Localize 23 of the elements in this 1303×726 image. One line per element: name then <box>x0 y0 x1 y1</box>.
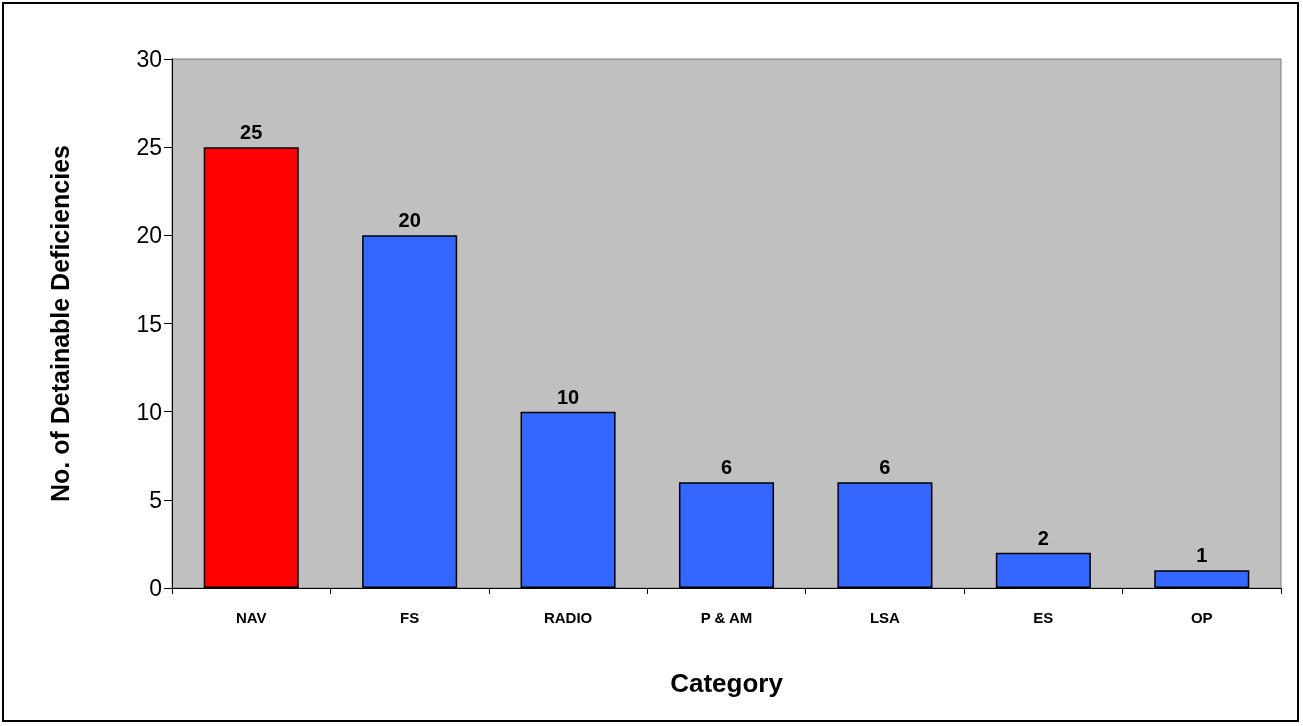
x-axis-title: Category <box>670 668 784 698</box>
data-label: 2 <box>1037 526 1049 549</box>
y-axis-title: No. of Detainable Deficiencies <box>45 144 74 503</box>
y-tick-label: 20 <box>136 222 162 249</box>
x-tick-label: P & AM <box>700 609 753 626</box>
data-label: 20 <box>398 209 421 232</box>
data-label: 25 <box>240 121 263 144</box>
x-tick-label: NAV <box>235 609 267 626</box>
data-label: 1 <box>1196 544 1208 567</box>
x-tick-label: FS <box>400 609 420 626</box>
y-tick-label: 30 <box>136 46 162 72</box>
data-label: 10 <box>556 385 580 408</box>
x-tick-label: LSA <box>869 609 901 626</box>
data-label: 6 <box>879 456 891 479</box>
x-tick-label: ES <box>1033 609 1054 626</box>
y-tick-label: 15 <box>136 310 162 337</box>
x-tick-label: OP <box>1190 609 1213 626</box>
data-label: 6 <box>720 456 733 479</box>
y-tick-label: 10 <box>136 398 162 425</box>
x-tick-label: RADIO <box>543 609 593 626</box>
y-tick-label: 5 <box>149 486 162 513</box>
y-tick-label: 25 <box>136 134 162 161</box>
y-tick-label: 0 <box>149 575 162 601</box>
